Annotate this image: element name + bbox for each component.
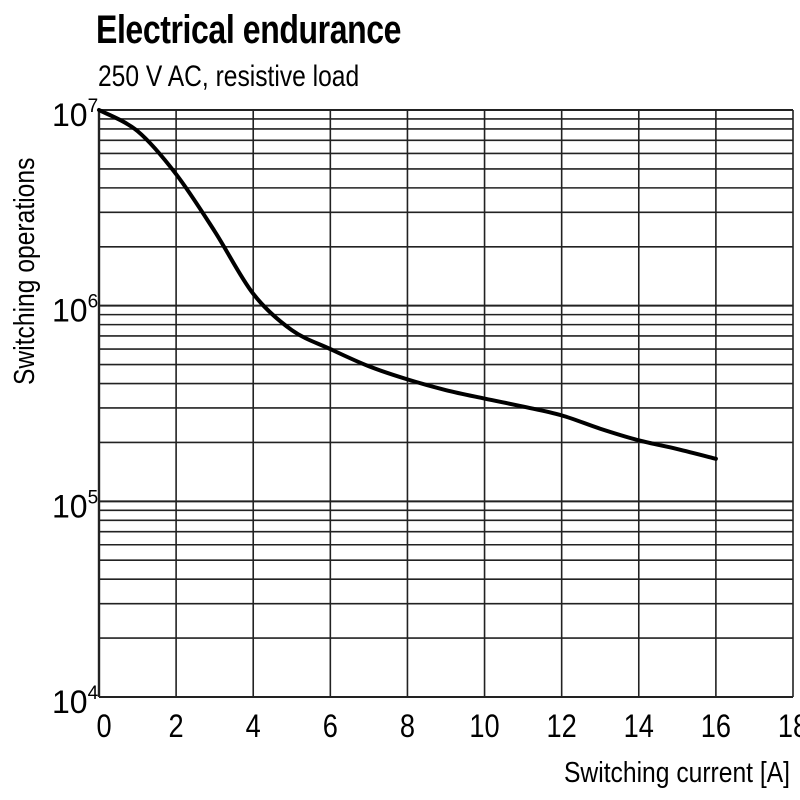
y-tick-base: 10 — [52, 97, 88, 133]
y-axis-label: Switching operations — [8, 158, 40, 385]
y-tick-base: 10 — [52, 488, 88, 524]
grid — [97, 109, 794, 698]
x-axis-label: Switching current [A] — [564, 756, 790, 788]
x-tick-label: 14 — [624, 709, 654, 745]
chart-title: Electrical endurance — [96, 8, 402, 52]
x-tick-labels: 0 2 4 6 8 10 12 14 16 18 — [97, 709, 800, 745]
x-tick-label: 6 — [323, 709, 338, 745]
x-tick-label: 4 — [246, 709, 261, 745]
y-tick-exponent: 6 — [88, 292, 99, 313]
y-tick-exponent: 7 — [88, 96, 99, 117]
y-tick-label: 105 — [52, 487, 98, 524]
y-tick-base: 10 — [52, 293, 88, 329]
chart-subtitle: 250 V AC, resistive load — [98, 60, 360, 93]
x-tick-label: 2 — [169, 709, 184, 745]
y-tick-label: 106 — [52, 292, 98, 329]
y-tick-label: 104 — [52, 683, 99, 720]
x-tick-label: 18 — [778, 709, 800, 745]
y-tick-label: 107 — [52, 96, 98, 133]
x-tick-label: 10 — [469, 709, 499, 745]
y-tick-exponent: 4 — [88, 683, 99, 704]
series-group — [97, 108, 718, 461]
x-tick-label: 0 — [97, 709, 112, 745]
x-tick-label: 8 — [400, 709, 415, 745]
y-tick-exponent: 5 — [88, 487, 99, 508]
y-tick-base: 10 — [52, 684, 88, 720]
x-tick-label: 12 — [547, 709, 577, 745]
x-tick-label: 16 — [701, 709, 731, 745]
series-line — [97, 108, 718, 461]
